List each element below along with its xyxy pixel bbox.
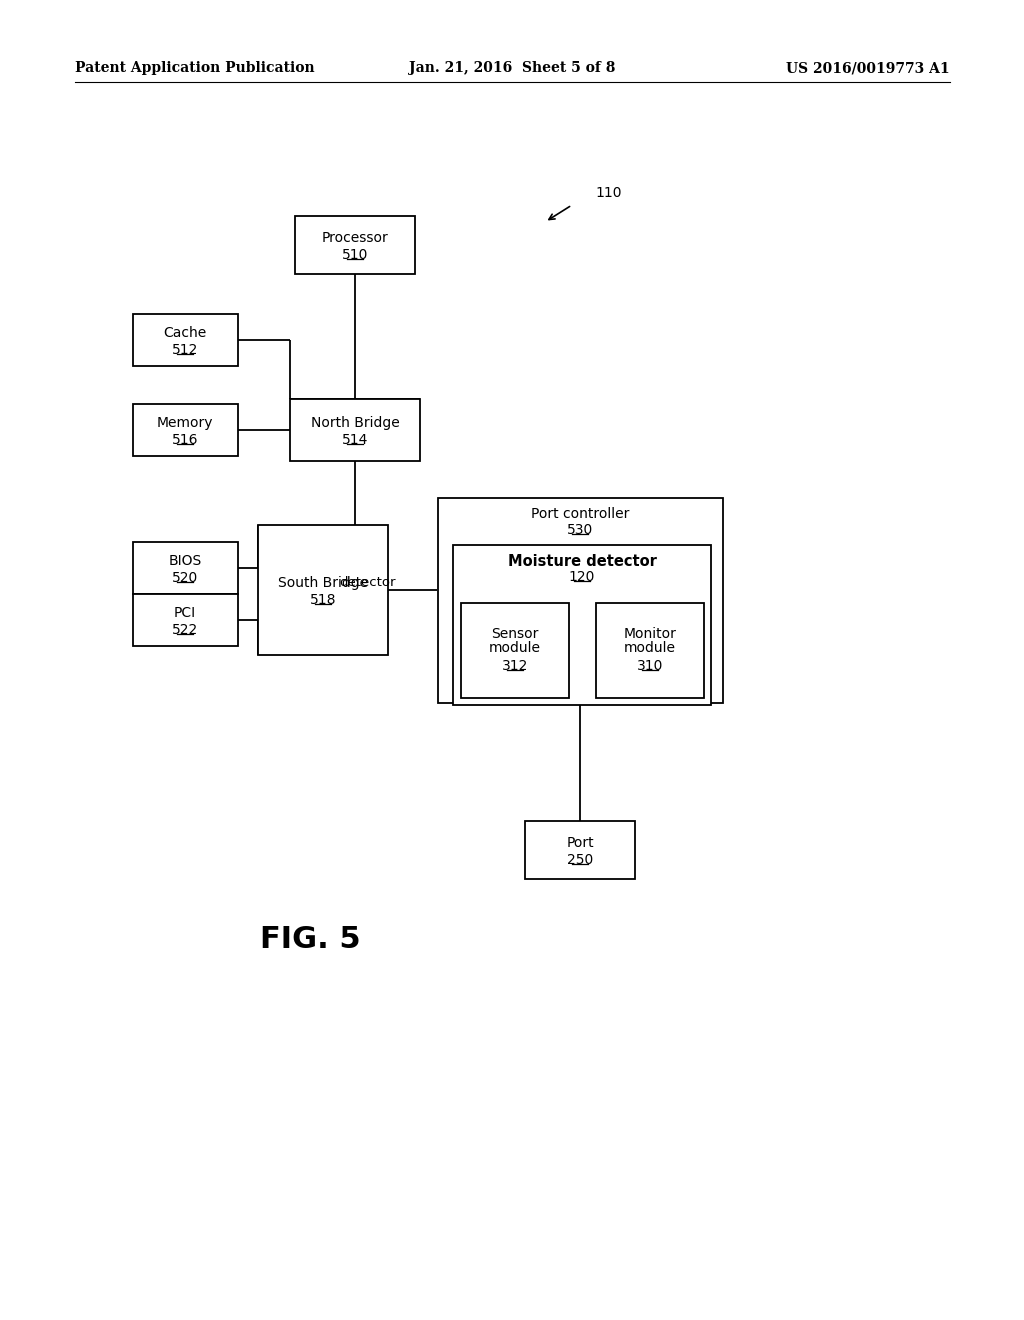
Text: detector: detector xyxy=(340,576,396,589)
Text: FIG. 5: FIG. 5 xyxy=(260,925,360,954)
Text: 120: 120 xyxy=(568,570,595,583)
Text: 514: 514 xyxy=(342,433,369,447)
Text: North Bridge: North Bridge xyxy=(310,416,399,430)
Text: BIOS: BIOS xyxy=(168,554,202,568)
Text: 250: 250 xyxy=(567,853,593,867)
Text: Patent Application Publication: Patent Application Publication xyxy=(75,61,314,75)
Bar xyxy=(437,498,723,702)
Bar xyxy=(258,525,388,655)
Text: Sensor: Sensor xyxy=(492,627,539,642)
Text: Processor: Processor xyxy=(322,231,388,246)
Text: 522: 522 xyxy=(172,623,198,638)
Text: 510: 510 xyxy=(342,248,369,261)
Text: Memory: Memory xyxy=(157,416,213,430)
Text: 516: 516 xyxy=(172,433,199,447)
Text: Port controller: Port controller xyxy=(530,507,629,520)
Bar xyxy=(290,399,420,461)
Text: Cache: Cache xyxy=(164,326,207,341)
Text: 310: 310 xyxy=(637,659,664,673)
Text: US 2016/0019773 A1: US 2016/0019773 A1 xyxy=(786,61,950,75)
Bar xyxy=(596,602,705,697)
Text: 518: 518 xyxy=(309,593,336,607)
Text: module: module xyxy=(624,642,676,655)
Bar xyxy=(132,404,238,455)
Text: Monitor: Monitor xyxy=(624,627,677,642)
Text: 312: 312 xyxy=(502,659,528,673)
Text: module: module xyxy=(489,642,541,655)
Text: PCI: PCI xyxy=(174,606,196,620)
Bar xyxy=(525,821,635,879)
Bar xyxy=(132,543,238,594)
Text: Jan. 21, 2016  Sheet 5 of 8: Jan. 21, 2016 Sheet 5 of 8 xyxy=(409,61,615,75)
Bar xyxy=(132,594,238,645)
Text: Port: Port xyxy=(566,836,594,850)
Text: South Bridge: South Bridge xyxy=(278,576,368,590)
Text: 520: 520 xyxy=(172,572,198,585)
Bar xyxy=(461,602,569,697)
Text: 530: 530 xyxy=(567,523,593,536)
Text: 512: 512 xyxy=(172,343,199,356)
Bar xyxy=(453,545,711,705)
Bar xyxy=(295,216,415,275)
Text: 110: 110 xyxy=(595,186,622,201)
Text: Moisture detector: Moisture detector xyxy=(508,553,656,569)
Bar xyxy=(132,314,238,366)
